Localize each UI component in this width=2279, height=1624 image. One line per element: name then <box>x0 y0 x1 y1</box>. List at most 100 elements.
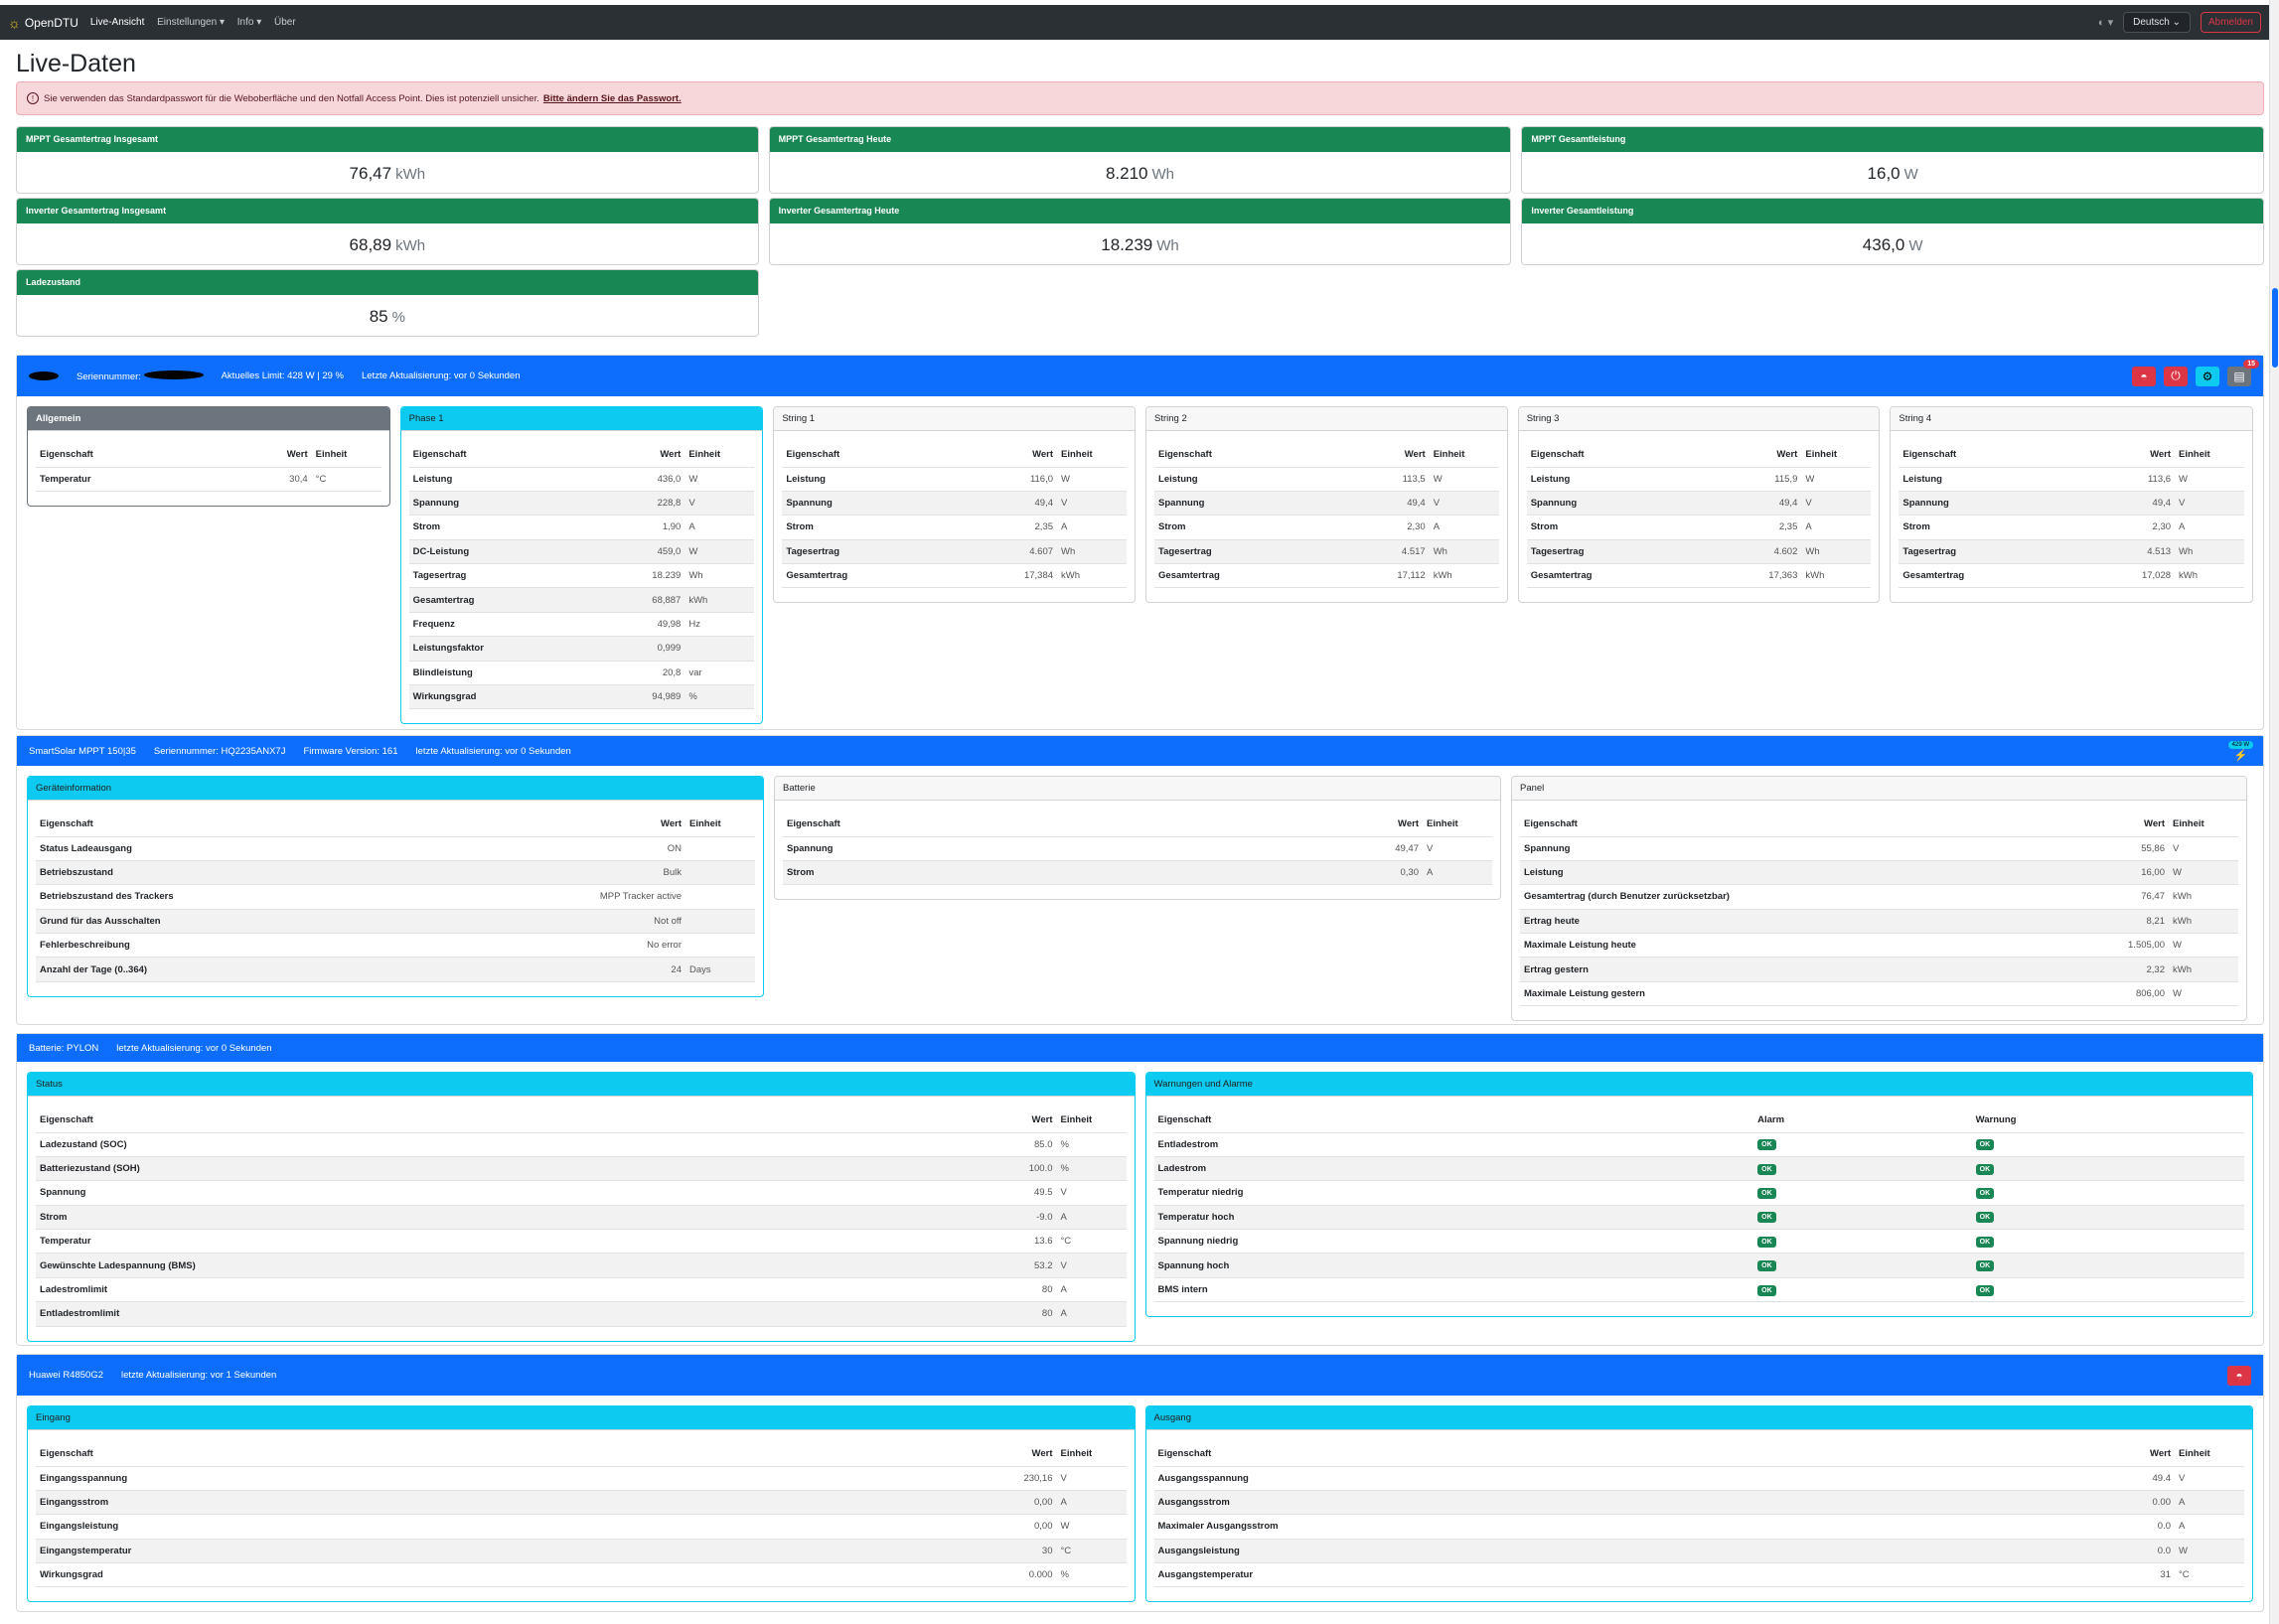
value: 100.0 <box>1024 1156 1057 1182</box>
property: Ladezustand (SOC) <box>36 1132 1025 1157</box>
unit: W <box>2169 860 2238 886</box>
unit: % <box>1056 1562 1127 1588</box>
unit: A <box>2175 1514 2244 1540</box>
unit: Wh <box>1801 539 1872 565</box>
column-header: Alarm <box>1753 1108 1972 1133</box>
unit: W <box>1903 166 1918 183</box>
unit: A <box>1801 515 1872 540</box>
property: Ausgangsstrom <box>1153 1490 2147 1516</box>
unit: °C <box>1056 1539 1127 1564</box>
data-table: Eigenschaft Wert Einheit Leistung 115,9 W Span… <box>1526 443 1872 589</box>
alarm-status: OK <box>1753 1180 1972 1206</box>
nav-about[interactable]: Über <box>274 17 296 28</box>
unit: kWh <box>2169 909 2238 935</box>
card-string-4: String 4 Eigenschaft Wert Einheit Leistung 11… <box>1890 406 2254 604</box>
summary-card: Ladezustand 85% <box>16 269 759 337</box>
table-row: Leistung 116,0 W <box>782 467 1128 492</box>
ok-badge: OK <box>1975 1212 1995 1224</box>
table-row: Strom 2,30 A <box>1899 515 2245 540</box>
card-title: Warnungen und Alarme <box>1145 1073 2252 1097</box>
device-info-button[interactable]: ⚙ <box>2196 366 2219 386</box>
unit: V <box>1429 491 1499 517</box>
limit-settings-button[interactable]: ◓ <box>2132 366 2156 386</box>
column-header: Wert <box>282 443 312 468</box>
value: 20,8 <box>648 661 685 686</box>
value: 113,5 <box>1393 467 1430 492</box>
property: Gesamtertrag <box>408 587 649 613</box>
unit: W <box>684 467 755 492</box>
theme-toggle-icon[interactable]: ◐ ▾ <box>2097 17 2114 29</box>
power-button[interactable]: ⏻ <box>2164 366 2188 386</box>
unit: var <box>684 661 755 686</box>
property: Betriebszustand <box>36 860 596 886</box>
summary-card: Inverter Gesamtertrag Insgesamt 68,89 kWh <box>16 198 759 265</box>
table-row: Wirkungsgrad 94,989% <box>408 684 755 710</box>
inverter-updated: Letzte Aktualisierung: vor 0 Sekunden <box>361 370 521 381</box>
value: 0,00 <box>1019 1490 1057 1516</box>
value: 0.000 <box>1019 1562 1057 1588</box>
column-header: Wert <box>2146 1442 2175 1467</box>
value: 8.210 <box>1105 164 1148 183</box>
card-warnungen-und-alarme: Warnungen und Alarme Eigenschaft Alarm Warn… <box>1144 1072 2253 1318</box>
property: Batteriezustand (SOH) <box>36 1156 1025 1182</box>
unit: A <box>1056 1490 1127 1516</box>
column-header: Eigenschaft <box>1520 812 2125 837</box>
alert-text: Sie verwenden das Standardpasswort für d… <box>44 92 539 104</box>
column-header: Einheit <box>1423 812 1492 837</box>
value: 436,0 <box>648 467 685 492</box>
property: Spannung <box>408 491 649 517</box>
value: MPP Tracker active <box>595 884 685 910</box>
value: ON <box>595 836 685 861</box>
unit: kWh <box>1057 563 1128 589</box>
value: Not off <box>595 909 685 935</box>
value: 85 <box>369 307 388 326</box>
logout-button[interactable]: Abmelden <box>2200 12 2261 33</box>
table-row: Ladestrom OK OK <box>1153 1156 2244 1182</box>
event-log-button[interactable]: ▤ 15 <box>2227 359 2259 386</box>
card-panel: Panel Eigenschaft Wert Einheit Spannung 55,86… <box>1511 776 2247 1022</box>
value: 49.5 <box>1024 1180 1057 1206</box>
table-row: Leistung 113,6 W <box>1899 467 2245 492</box>
header-info: letzte Aktualisierung: vor 0 Sekunden <box>415 745 571 757</box>
change-password-link[interactable]: Bitte ändern Sie das Passwort. <box>542 92 682 104</box>
warning-icon: ! <box>27 92 39 104</box>
table-row: Temperatur 13.6 °C <box>36 1229 1127 1255</box>
property: Tagesertrag <box>1899 539 2138 565</box>
table-row: Gesamtertrag 17,384 kWh <box>782 563 1128 589</box>
nav-live[interactable]: Live-Ansicht <box>89 17 145 28</box>
value: 16,00 <box>2124 860 2169 886</box>
unit <box>685 884 755 910</box>
scrollbar[interactable] <box>2269 0 2279 1624</box>
value: 80 <box>1024 1301 1057 1327</box>
summary-card-title: MPPT Gesamtleistung <box>1522 127 2263 152</box>
alarm-status: OK <box>1753 1277 1972 1303</box>
table-row: Batteriezustand (SOH) 100.0% <box>36 1156 1127 1182</box>
column-header: Eigenschaft <box>1153 1108 1754 1133</box>
card-title: Ausgang <box>1145 1406 2252 1430</box>
nav-settings[interactable]: Einstellungen ▾ <box>157 17 225 28</box>
summary-card-value: 436,0 W <box>1522 223 2263 255</box>
language-select[interactable]: Deutsch ⌄ <box>2123 12 2191 33</box>
brand-logo[interactable]: ☼ OpenDTU <box>8 15 78 31</box>
unit: W <box>2169 933 2238 959</box>
unit: V <box>1423 836 1492 861</box>
value: 4.602 <box>1764 539 1802 565</box>
table-row: Temperatur niedrig OK OK <box>1153 1180 2244 1206</box>
property: Gesamtertrag <box>1526 563 1765 589</box>
table-row: Eingangsleistung 0,00 W <box>36 1514 1127 1540</box>
charger-limit-button[interactable]: ◓ <box>2227 1365 2251 1386</box>
table-row: Leistung 113,5 W <box>1154 467 1499 492</box>
ok-badge: OK <box>1975 1139 1995 1151</box>
column-header: Eigenschaft <box>408 443 649 468</box>
table-row: Tagesertrag 18.239 Wh <box>408 563 755 589</box>
unit: V <box>1056 1180 1127 1206</box>
column-header: Warnung <box>1971 1108 2244 1133</box>
value: 17,363 <box>1764 563 1802 589</box>
nav-info[interactable]: Info ▾ <box>236 17 262 28</box>
value: 2,30 <box>2137 515 2176 540</box>
table-row: Betriebszustand des Trackers MPP Tracker … <box>36 884 755 910</box>
property: Eingangsspannung <box>36 1466 1020 1491</box>
property: Spannung hoch <box>1153 1253 1754 1278</box>
property: Status Ladeausgang <box>36 836 596 861</box>
value: 2,30 <box>1393 515 1430 540</box>
